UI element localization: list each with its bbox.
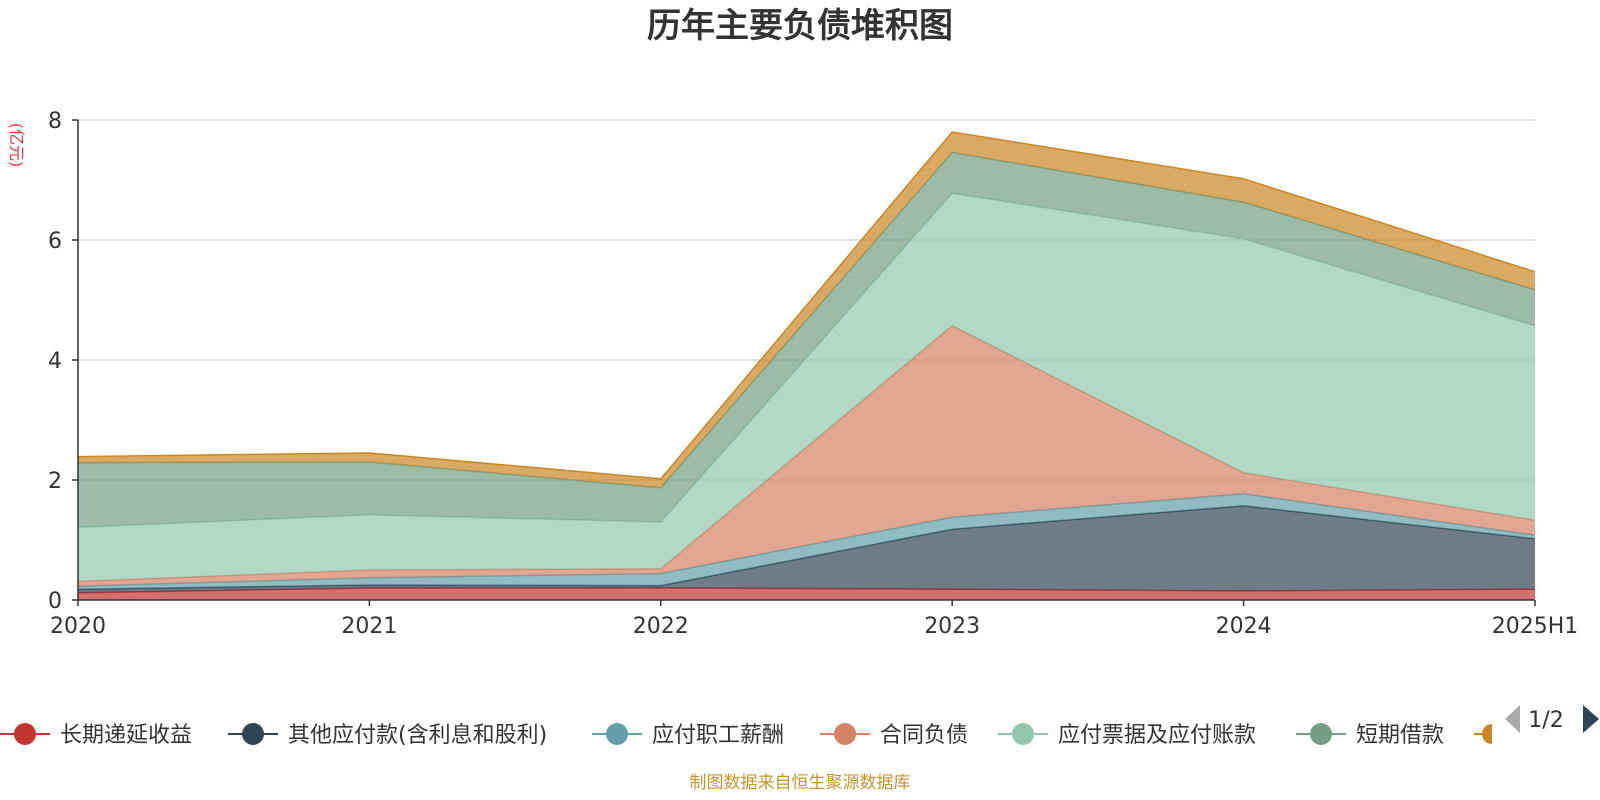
x-tick-label: 2023 [924,614,980,639]
legend-item-0[interactable]: 长期递延收益 [0,723,192,748]
prev-page-icon[interactable] [1505,705,1520,733]
series-line-4 [77,192,1536,529]
legend-label: 合同负债 [880,723,968,748]
x-tick-label: 2022 [633,614,689,639]
legend-item-partial[interactable] [1474,724,1492,744]
y-tick-label: 0 [48,589,62,614]
series-areas [77,131,1536,600]
x-tick-label: 2025H1 [1492,614,1579,639]
x-tick-label: 2024 [1216,614,1272,639]
series-area-1 [78,505,1535,593]
series-area-3 [78,325,1535,587]
x-axis-ticks: 2020 2021 2022 2023 2024 2025H1 [50,600,1578,639]
legend-label: 应付票据及应付账款 [1058,723,1256,748]
series-line-2 [77,493,1536,587]
legend: 长期递延收益 其他应付款(含利息和股利) 应付职工薪酬 合同负债 应付票据及应付账款 短期… [0,723,1492,748]
data-source-note: 制图数据来自恒生聚源数据库 [690,773,911,793]
legend-marker-icon [1310,723,1332,745]
series-area-4 [78,193,1535,582]
legend-marker-icon [834,723,856,745]
legend-label: 短期借款 [1356,723,1444,748]
legend-item-5[interactable]: 短期借款 [1296,723,1444,748]
legend-label: 其他应付款(含利息和股利) [288,723,547,748]
y-tick-label: 4 [48,349,62,374]
legend-item-4[interactable]: 应付票据及应付账款 [998,723,1256,748]
y-tick-label: 6 [48,229,62,254]
chart-title: 历年主要负债堆积图 [647,6,953,46]
legend-marker-icon [1012,723,1034,745]
next-page-icon[interactable] [1583,705,1599,733]
legend-label: 应付职工薪酬 [652,723,784,748]
y-axis-ticks: 0 2 4 6 8 [48,109,78,614]
series-line-6 [77,131,1536,480]
legend-marker-icon [1482,724,1492,744]
x-tick-label: 2020 [50,614,106,639]
legend-marker-icon [14,723,36,745]
series-line-5 [77,151,1536,489]
y-tick-label: 2 [48,469,62,494]
series-area-5 [78,152,1535,528]
legend-page-indicator: 1/2 [1528,708,1563,733]
legend-pager: 1/2 [1505,705,1599,733]
legend-marker-icon [606,723,628,745]
y-axis-unit: (亿元) [7,123,26,168]
x-tick-label: 2021 [341,614,397,639]
legend-item-3[interactable]: 合同负债 [820,723,968,748]
legend-label: 长期递延收益 [60,723,192,748]
legend-marker-icon [242,723,264,745]
legend-item-1[interactable]: 其他应付款(含利息和股利) [228,723,547,748]
legend-item-2[interactable]: 应付职工薪酬 [592,723,784,748]
series-line-1 [77,505,1536,590]
y-tick-label: 8 [48,109,62,134]
series-area-6 [78,132,1535,488]
